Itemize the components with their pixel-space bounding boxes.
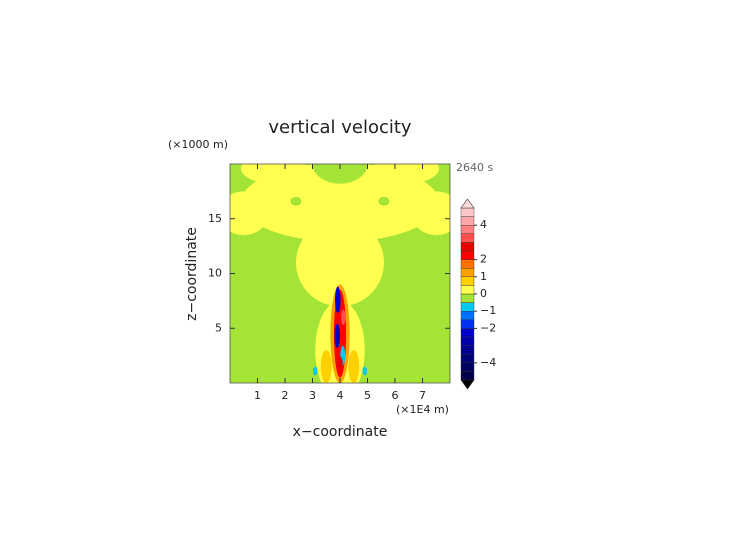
contour-region <box>241 164 307 184</box>
contour-region <box>335 286 341 313</box>
colorbar-over <box>460 198 475 209</box>
colorbar-band <box>460 302 475 312</box>
colorbar-tick-label: 4 <box>480 218 487 231</box>
x-tick-label: 3 <box>309 389 316 402</box>
colorbar-tick-label: −2 <box>480 321 496 334</box>
y-axis-label: z−coordinate <box>184 227 200 321</box>
colorbar-band <box>460 207 475 217</box>
x-tick-label: 6 <box>392 389 399 402</box>
colorbar-band <box>460 250 475 260</box>
y-tick-label: 10 <box>208 267 222 280</box>
contour-region <box>290 196 302 206</box>
colorbar-band <box>460 224 475 234</box>
contour-region <box>230 191 269 236</box>
colorbar-band <box>460 362 475 372</box>
colorbar-band <box>460 268 475 278</box>
contour-region <box>362 366 367 376</box>
contour-region <box>373 164 439 184</box>
contour-region <box>341 309 346 325</box>
colorbar-band <box>460 285 475 295</box>
contour-region <box>411 191 450 236</box>
x-tick-label: 7 <box>419 389 426 402</box>
contour-region <box>337 356 343 370</box>
x-tick-label: 5 <box>364 389 371 402</box>
colorbar-tick-label: −4 <box>480 356 496 369</box>
colorbar-band <box>460 354 475 364</box>
colorbar-band <box>460 319 475 329</box>
colorbar-band <box>460 233 475 243</box>
contour-region <box>312 164 368 184</box>
contour-region <box>320 350 332 383</box>
contour-field <box>230 164 450 383</box>
y-unit: (×1000 m) <box>168 138 228 151</box>
time-annotation: 2640 s <box>456 161 493 174</box>
x-tick-label: 4 <box>337 389 344 402</box>
x-axis-label: x−coordinate <box>293 424 388 440</box>
y-tick-label: 15 <box>208 212 222 225</box>
colorbar-band <box>460 336 475 346</box>
contour-region <box>378 196 390 206</box>
colorbar-band <box>460 242 475 252</box>
colorbar-band <box>460 328 475 338</box>
contour-region <box>348 350 360 383</box>
contour-region <box>296 218 384 307</box>
x-tick-label: 1 <box>254 389 261 402</box>
colorbar-band <box>460 276 475 286</box>
colorbar-band <box>460 259 475 269</box>
colorbar-tick-label: −1 <box>480 304 496 317</box>
chart-title: vertical velocity <box>268 117 412 138</box>
colorbar-tick-label: 0 <box>480 287 487 300</box>
colorbar-band <box>460 293 475 303</box>
colorbar-band <box>460 345 475 355</box>
colorbar-tick-label: 2 <box>480 253 487 266</box>
contour-region <box>334 323 340 348</box>
contour-region <box>313 366 318 376</box>
y-tick-label: 5 <box>215 321 222 334</box>
colorbar-band <box>460 311 475 321</box>
contour-region <box>241 164 439 242</box>
colorbar-tick-label: 1 <box>480 270 487 283</box>
x-tick-label: 2 <box>282 389 289 402</box>
x-unit: (×1E4 m) <box>396 403 449 416</box>
colorbar-band <box>460 371 475 381</box>
colorbar-band <box>460 216 475 226</box>
colorbar-under <box>460 379 475 390</box>
